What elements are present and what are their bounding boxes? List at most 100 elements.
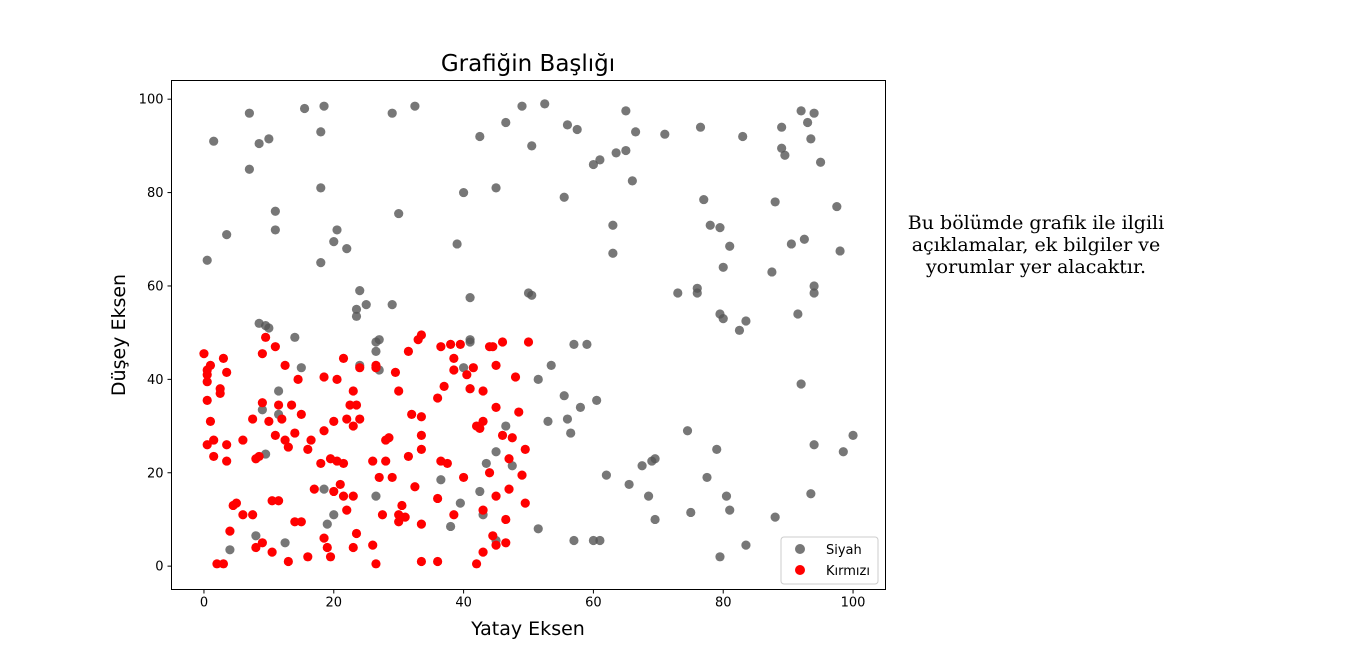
- chart-title: Grafiğin Başlığı: [441, 51, 615, 77]
- data-point: [368, 456, 378, 466]
- data-point: [280, 538, 290, 548]
- data-point: [608, 220, 618, 230]
- x-tick-label: 60: [585, 596, 602, 611]
- data-point: [627, 176, 637, 186]
- plot-area: [171, 80, 886, 590]
- legend-label-kirmizi: Kırmızı: [826, 564, 870, 579]
- data-point: [566, 428, 576, 438]
- data-point: [257, 349, 267, 359]
- data-point: [462, 370, 472, 380]
- data-point: [501, 514, 511, 525]
- data-point: [248, 510, 258, 520]
- data-point: [491, 491, 501, 501]
- data-point: [202, 255, 212, 265]
- data-point: [507, 461, 517, 471]
- data-point: [361, 300, 371, 310]
- data-point: [595, 535, 605, 546]
- data-point: [416, 519, 426, 529]
- data-point: [283, 442, 293, 452]
- data-point: [637, 461, 647, 471]
- data-point: [478, 386, 488, 396]
- data-point: [231, 498, 242, 508]
- data-point: [491, 360, 501, 370]
- data-point: [209, 136, 219, 146]
- data-point: [351, 304, 362, 314]
- data-point: [832, 201, 842, 212]
- data-point: [436, 342, 446, 352]
- data-point: [274, 496, 284, 506]
- data-point: [809, 440, 819, 450]
- data-point: [465, 384, 475, 394]
- data-point: [780, 150, 790, 160]
- data-point: [809, 108, 819, 118]
- data-point: [572, 124, 582, 135]
- data-point: [546, 360, 556, 370]
- data-point: [270, 430, 280, 440]
- data-point: [504, 484, 514, 494]
- data-point: [514, 407, 524, 417]
- data-point: [394, 208, 404, 219]
- data-point: [209, 435, 219, 445]
- data-point: [458, 363, 469, 373]
- side-note: Bu bölümde grafik ile ilgili açıklamalar…: [907, 212, 1165, 278]
- data-point: [342, 505, 352, 515]
- data-point: [387, 472, 397, 483]
- data-point: [348, 421, 358, 431]
- data-point: [351, 311, 362, 321]
- data-point: [274, 400, 284, 410]
- data-point: [387, 108, 397, 118]
- data-point: [319, 372, 329, 382]
- data-point: [815, 157, 826, 167]
- data-point: [621, 145, 631, 156]
- data-point: [588, 535, 599, 546]
- data-point: [595, 155, 605, 165]
- data-point: [543, 416, 553, 426]
- y-tick-label: 80: [147, 186, 164, 201]
- data-point: [394, 386, 404, 396]
- data-point: [410, 482, 420, 492]
- data-point: [455, 339, 465, 349]
- data-point: [809, 281, 819, 291]
- legend: Siyah Kırmızı: [780, 536, 879, 585]
- data-point: [468, 363, 478, 373]
- data-point: [433, 393, 443, 403]
- data-point: [303, 444, 313, 455]
- data-point: [329, 237, 339, 247]
- data-point: [371, 337, 381, 347]
- data-point: [199, 349, 209, 359]
- data-point: [290, 428, 300, 438]
- data-point: [796, 106, 806, 116]
- data-point: [673, 288, 683, 298]
- data-point: [222, 367, 232, 377]
- data-point: [621, 106, 631, 116]
- data-point: [475, 486, 485, 497]
- data-point: [478, 416, 488, 426]
- data-point: [238, 510, 248, 520]
- data-point: [397, 500, 407, 511]
- data-point: [377, 510, 388, 520]
- data-point: [741, 316, 751, 326]
- data-point: [806, 134, 816, 144]
- data-point: [712, 444, 722, 455]
- data-point: [257, 405, 267, 415]
- data-point: [244, 108, 254, 118]
- data-point: [481, 458, 491, 469]
- data-point: [533, 374, 543, 384]
- data-point: [416, 556, 426, 567]
- data-point: [257, 398, 267, 408]
- data-point: [355, 363, 365, 373]
- data-point: [433, 493, 443, 504]
- data-point: [497, 337, 508, 347]
- data-point: [416, 330, 426, 340]
- x-tick-label: 20: [325, 596, 342, 611]
- data-point: [458, 472, 469, 483]
- data-point: [335, 479, 345, 490]
- data-point: [527, 290, 537, 300]
- data-point: [601, 470, 611, 480]
- data-point: [491, 183, 501, 193]
- legend-marker-siyah: [795, 544, 805, 554]
- data-point: [338, 353, 349, 363]
- legend-marker-kirmizi: [795, 565, 805, 575]
- data-point: [264, 416, 274, 426]
